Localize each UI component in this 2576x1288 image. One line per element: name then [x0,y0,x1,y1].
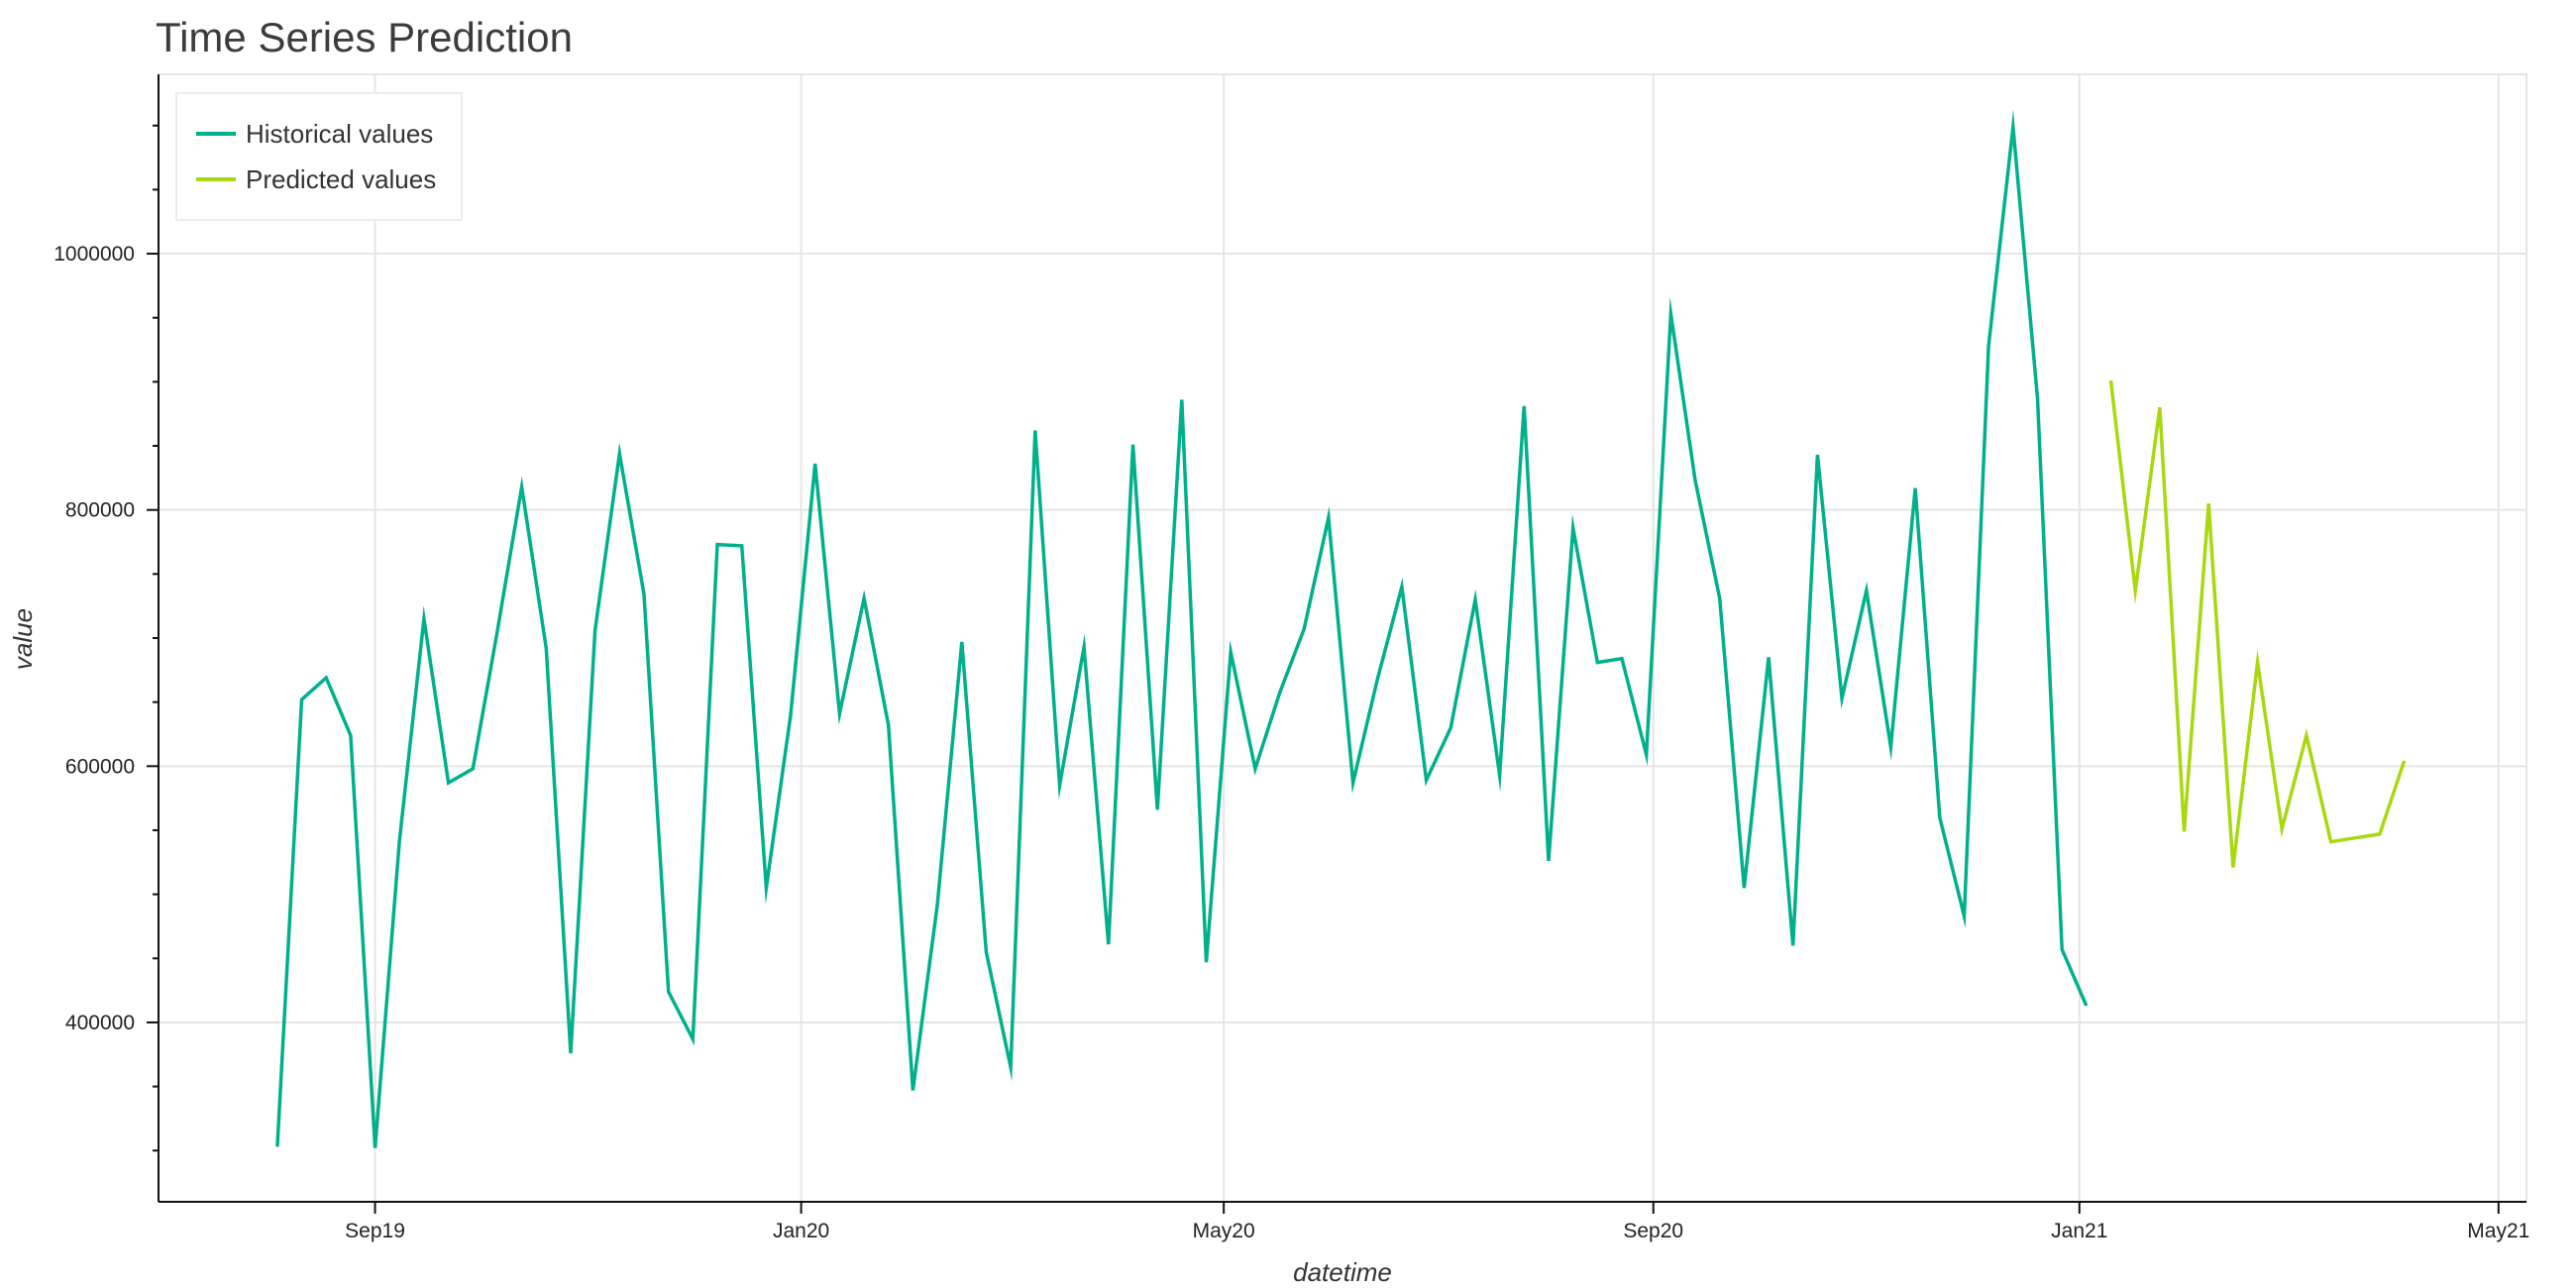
x-tick-label: Jan20 [773,1220,829,1242]
x-tick-label: Sep19 [345,1220,405,1242]
chart-title: Time Series Prediction [156,14,573,60]
legend-label-predicted: Predicted values [246,164,436,194]
x-tick-label: May20 [1193,1220,1255,1242]
plot-frame [158,73,2527,1203]
legend-box [175,92,463,221]
legend: Historical values Predicted values [175,92,463,221]
x-axis-label: datetime [1293,1257,1392,1287]
series-lines [275,109,2407,1148]
y-axis-label: value [8,608,38,670]
y-tick-label: 400000 [65,1012,135,1034]
y-tick-label: 800000 [65,499,135,522]
axes [158,74,2526,1203]
historical-values-line [275,109,2089,1148]
tick-labels: Sep19 Jan20 May20 Sep20 Jan21 May21 400000 6000… [54,124,2529,1242]
legend-label-historical: Historical values [246,119,433,149]
x-tick-label: Sep20 [1623,1220,1683,1242]
grid [159,74,2526,1202]
x-tick-label: Jan21 [2051,1220,2107,1242]
y-tick-label: 1000000 [54,243,135,266]
x-tick-label: May21 [2467,1220,2529,1242]
y-tick-label: 600000 [65,755,135,778]
predicted-values-line [2108,379,2407,868]
